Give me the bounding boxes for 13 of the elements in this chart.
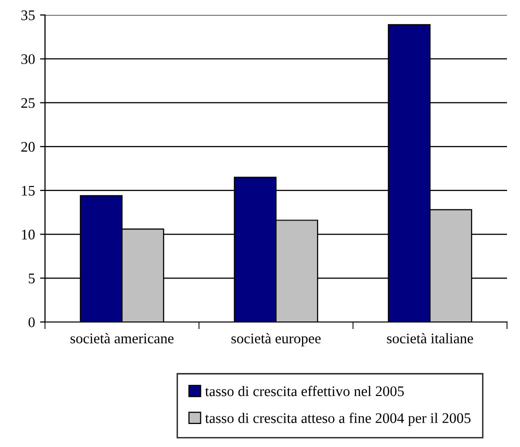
y-tick-label: 20	[21, 142, 35, 152]
y-tick-label: 35	[21, 10, 35, 20]
y-tick-label: 10	[22, 230, 35, 240]
y-tick-label: 5	[28, 274, 35, 284]
y-tick-label: 0	[28, 317, 35, 328]
legend-label: tasso di crescita effettivo nel 2005	[205, 386, 404, 396]
x-tick-label: società italiane	[387, 333, 474, 344]
x-tick-label: società europee	[231, 333, 321, 346]
y-tick-label: 30	[21, 54, 35, 64]
y-tick-label: 15	[22, 186, 35, 196]
y-tick-label: 25	[21, 98, 35, 108]
legend-label: tasso di crescita atteso a fine 2004 per il 2005	[205, 412, 470, 426]
x-tick-label: società americane	[70, 333, 174, 344]
